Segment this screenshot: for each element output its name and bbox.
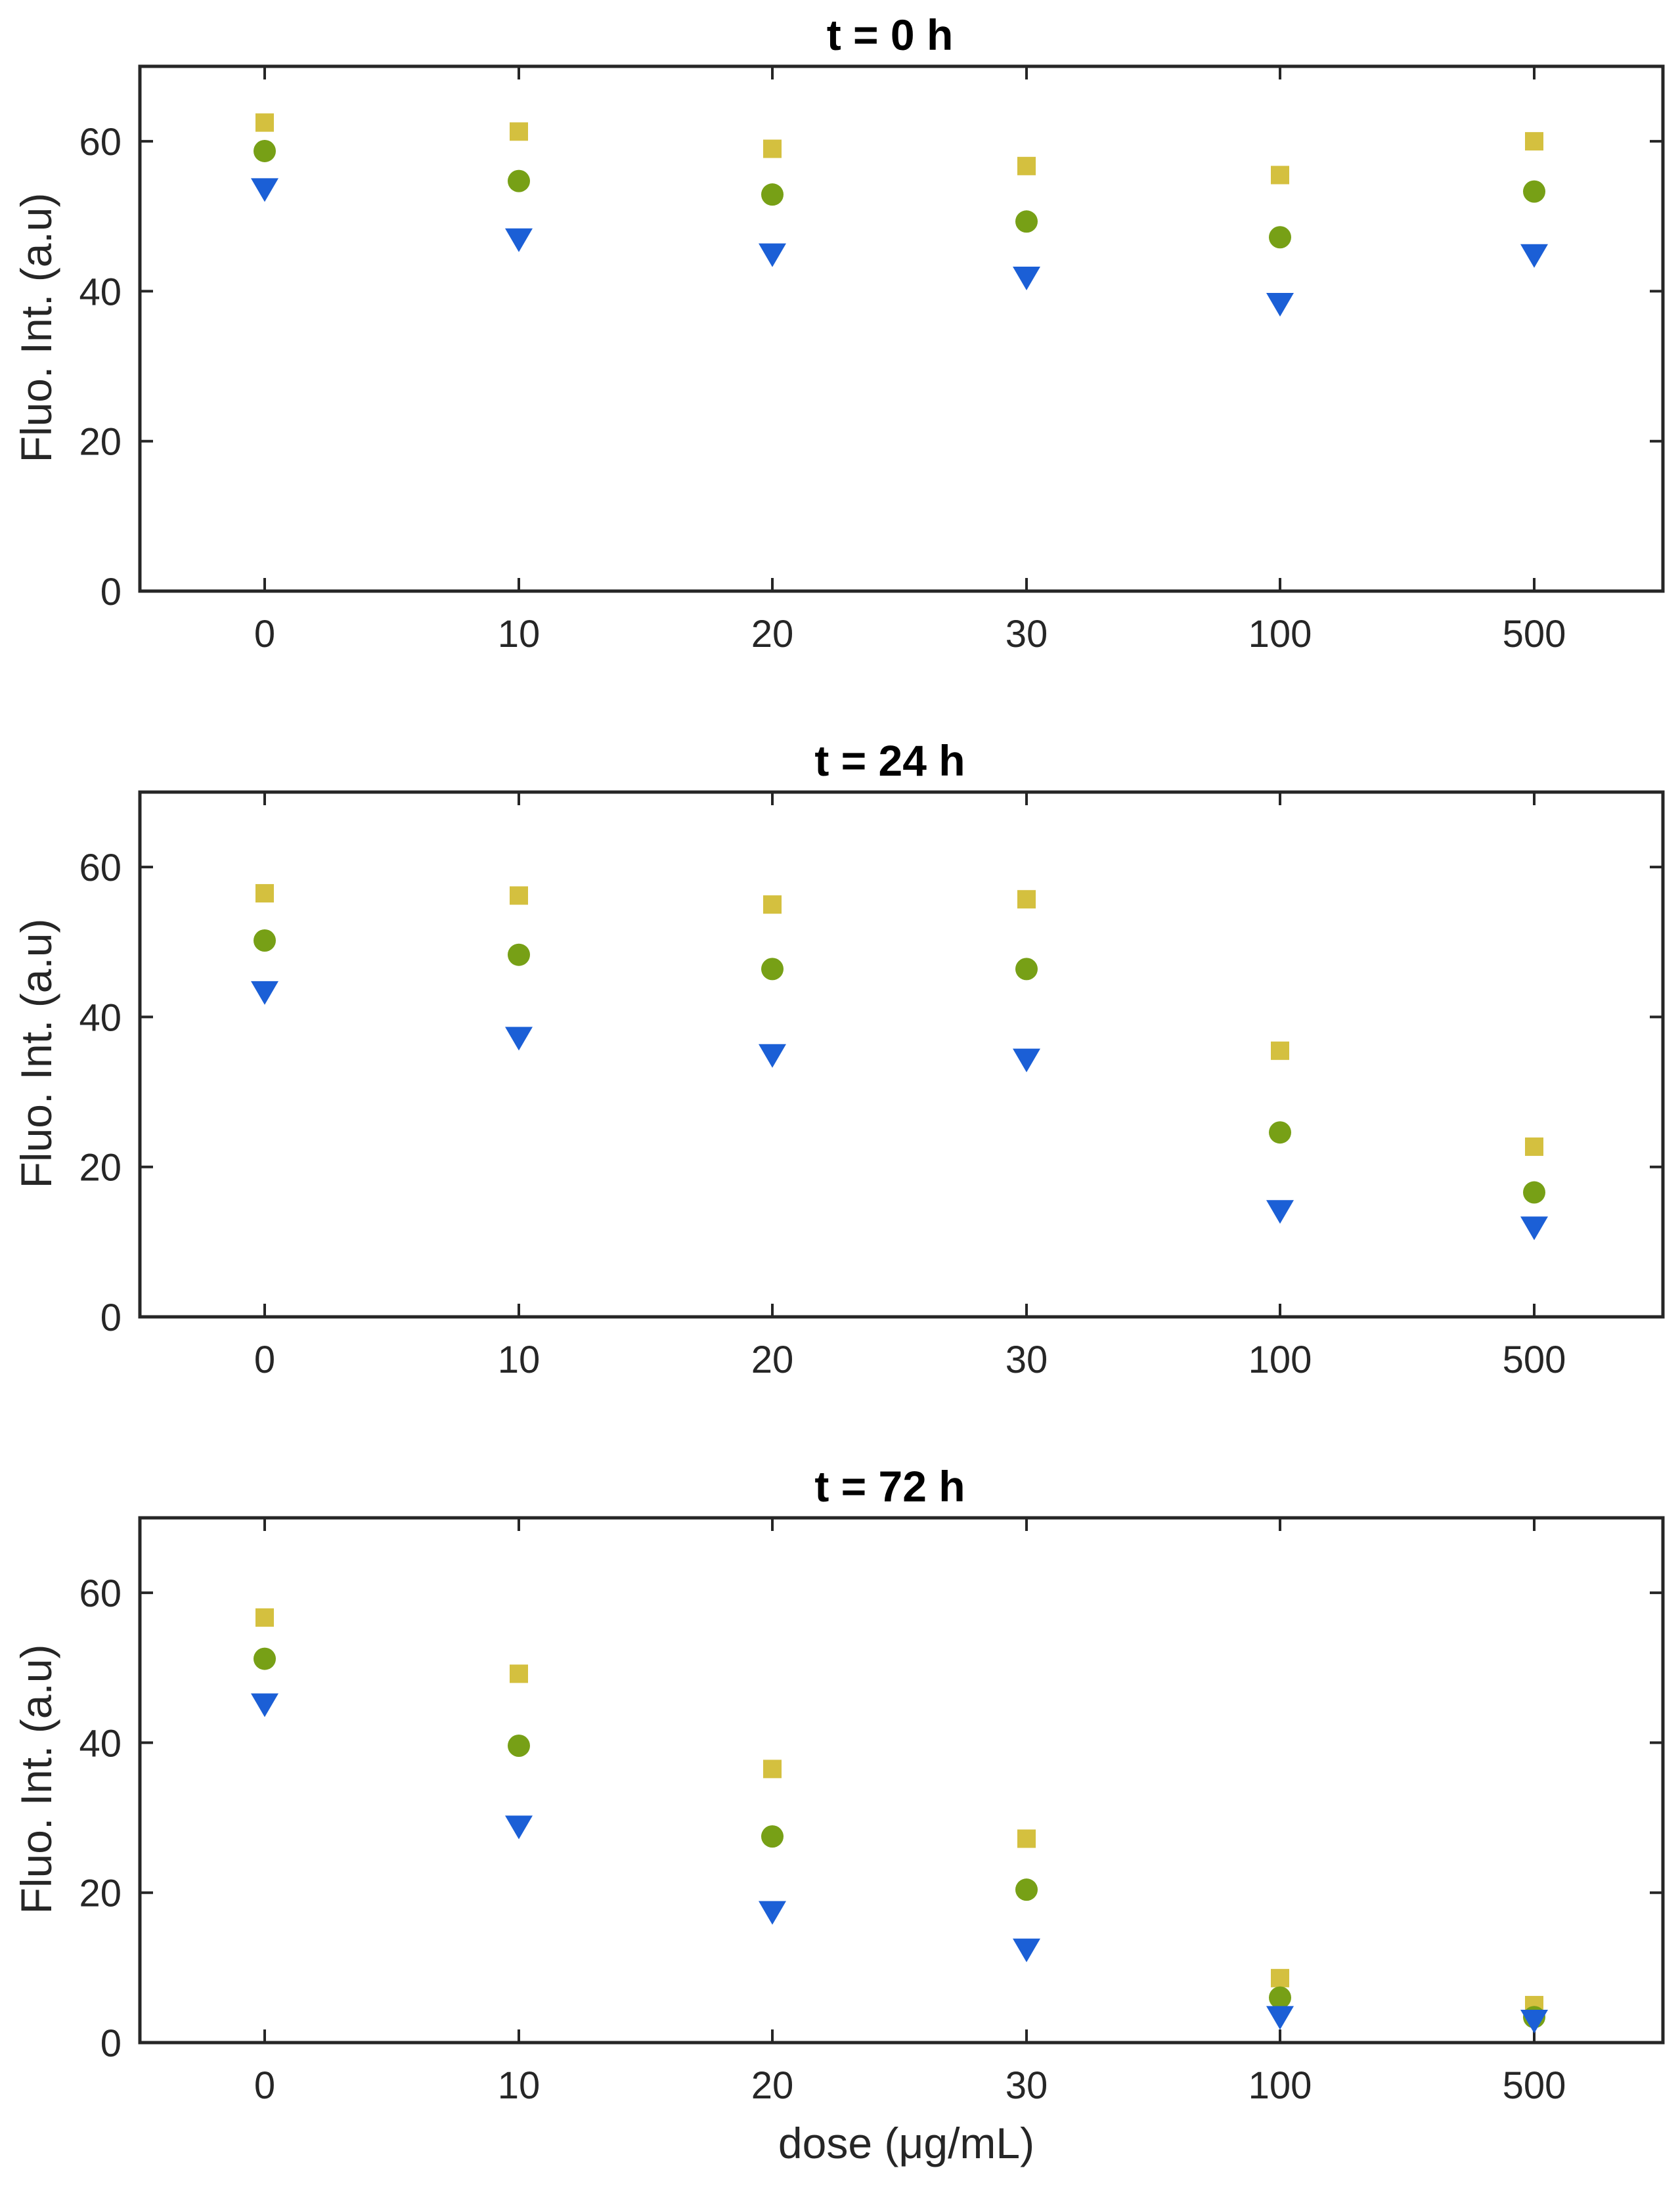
data-point-circle (508, 943, 530, 966)
panel-title: t = 24 h (814, 736, 965, 785)
data-point-circle (1523, 180, 1545, 203)
data-point-triangle (1266, 2006, 1294, 2030)
x-tick-label: 30 (1006, 1339, 1048, 1381)
y-tick-label: 20 (79, 1147, 122, 1189)
y-tick-label: 60 (79, 1572, 122, 1615)
data-point-triangle (505, 1027, 533, 1051)
data-point-circle (254, 139, 276, 162)
x-tick-label: 10 (498, 613, 541, 655)
panel-t0: t = 0 h Fluo. Int. (a.u) 0 10 20 30 100 500 0 2… (12, 11, 1665, 655)
data-point-triangle (1013, 267, 1040, 291)
y-tick-label: 40 (79, 271, 122, 313)
panel-title: t = 72 h (814, 1462, 965, 1511)
data-point-triangle (251, 178, 278, 202)
data-point-triangle (505, 228, 533, 252)
data-point-square (763, 1760, 782, 1779)
data-point-circle (1015, 958, 1038, 981)
data-point-circle (254, 1647, 276, 1670)
data-point-triangle (251, 981, 278, 1005)
y-tick-label: 20 (79, 421, 122, 464)
x-tick-label: 100 (1249, 1339, 1312, 1381)
axes-box (138, 790, 1665, 1319)
data-point-square (1525, 132, 1543, 151)
x-tick-label: 20 (751, 2064, 794, 2107)
data-point-square (255, 1608, 274, 1627)
data-point-square (1017, 156, 1036, 175)
data-point-triangle (1266, 292, 1294, 317)
data-point-square (1017, 890, 1036, 909)
data-point-circle (508, 1734, 530, 1757)
x-tick-label: 30 (1006, 2064, 1048, 2107)
data-point-square (1525, 1137, 1543, 1156)
x-tick-label: 100 (1249, 2064, 1312, 2107)
data-point-triangle (1013, 1048, 1040, 1073)
data-point-triangle (1520, 2010, 1548, 2034)
x-tick-label: 0 (254, 1339, 275, 1381)
y-axis-label: Fluo. Int. (a.u) (12, 919, 60, 1189)
x-axis-label: dose (μg/mL) (778, 2119, 1034, 2167)
data-point-triangle (251, 1693, 278, 1717)
y-tick-label: 0 (100, 571, 122, 613)
data-point-square (1271, 1968, 1289, 1987)
x-tick-label: 20 (751, 1339, 794, 1381)
y-axis-label: Fluo. Int. (a.u) (12, 193, 60, 463)
data-point-triangle (1520, 244, 1548, 268)
x-tick-label: 0 (254, 613, 275, 655)
data-point-square (763, 895, 782, 914)
data-point-triangle (1266, 1200, 1294, 1224)
data-point-square (1017, 1829, 1036, 1848)
data-point-circle (761, 958, 784, 981)
axes-box (138, 1516, 1665, 2045)
x-tick-label: 500 (1503, 2064, 1566, 2107)
x-tick-label: 500 (1503, 1339, 1566, 1381)
data-point-circle (761, 1825, 784, 1848)
x-tick-label: 10 (498, 1339, 541, 1381)
y-tick-label: 40 (79, 1722, 122, 1765)
data-point-triangle (505, 1815, 533, 1840)
data-point-circle (1269, 226, 1291, 249)
data-point-triangle (759, 1044, 786, 1068)
y-tick-label: 40 (79, 996, 122, 1039)
axes-box (138, 64, 1665, 593)
x-tick-label: 100 (1249, 613, 1312, 655)
x-tick-label: 30 (1006, 613, 1048, 655)
data-point-square (510, 1664, 528, 1683)
data-point-square (255, 884, 274, 903)
data-point-circle (1015, 1878, 1038, 1901)
y-tick-label: 60 (79, 847, 122, 889)
y-tick-label: 60 (79, 121, 122, 164)
y-tick-label: 20 (79, 1872, 122, 1915)
x-tick-label: 0 (254, 2064, 275, 2107)
data-point-triangle (759, 1901, 786, 1925)
panel-t24: t = 24 h Fluo. Int. (a.u) 0 10 20 30 100 500 0… (12, 736, 1665, 1381)
data-point-circle (1523, 1181, 1545, 1204)
data-point-triangle (1013, 1938, 1040, 1962)
data-point-square (1271, 166, 1289, 185)
data-point-circle (254, 929, 276, 952)
x-tick-label: 500 (1503, 613, 1566, 655)
x-tick-label: 10 (498, 2064, 541, 2107)
panel-title: t = 0 h (827, 11, 954, 59)
x-tick-label: 20 (751, 613, 794, 655)
data-point-circle (508, 169, 530, 192)
data-point-square (763, 139, 782, 158)
y-tick-label: 0 (100, 2022, 122, 2065)
panel-t72: t = 72 h Fluo. Int. (a.u) dose (μg/mL) 0… (12, 1462, 1665, 2167)
data-point-circle (1269, 1986, 1291, 2009)
data-point-square (1271, 1041, 1289, 1060)
data-point-circle (1015, 210, 1038, 233)
data-point-square (510, 886, 528, 905)
y-tick-label: 0 (100, 1296, 122, 1339)
data-point-triangle (759, 243, 786, 267)
data-point-square (510, 122, 528, 141)
data-point-circle (1269, 1121, 1291, 1144)
data-point-circle (761, 183, 784, 206)
data-point-triangle (1520, 1216, 1548, 1241)
y-axis-label: Fluo. Int. (a.u) (12, 1645, 60, 1915)
data-point-square (255, 113, 274, 132)
